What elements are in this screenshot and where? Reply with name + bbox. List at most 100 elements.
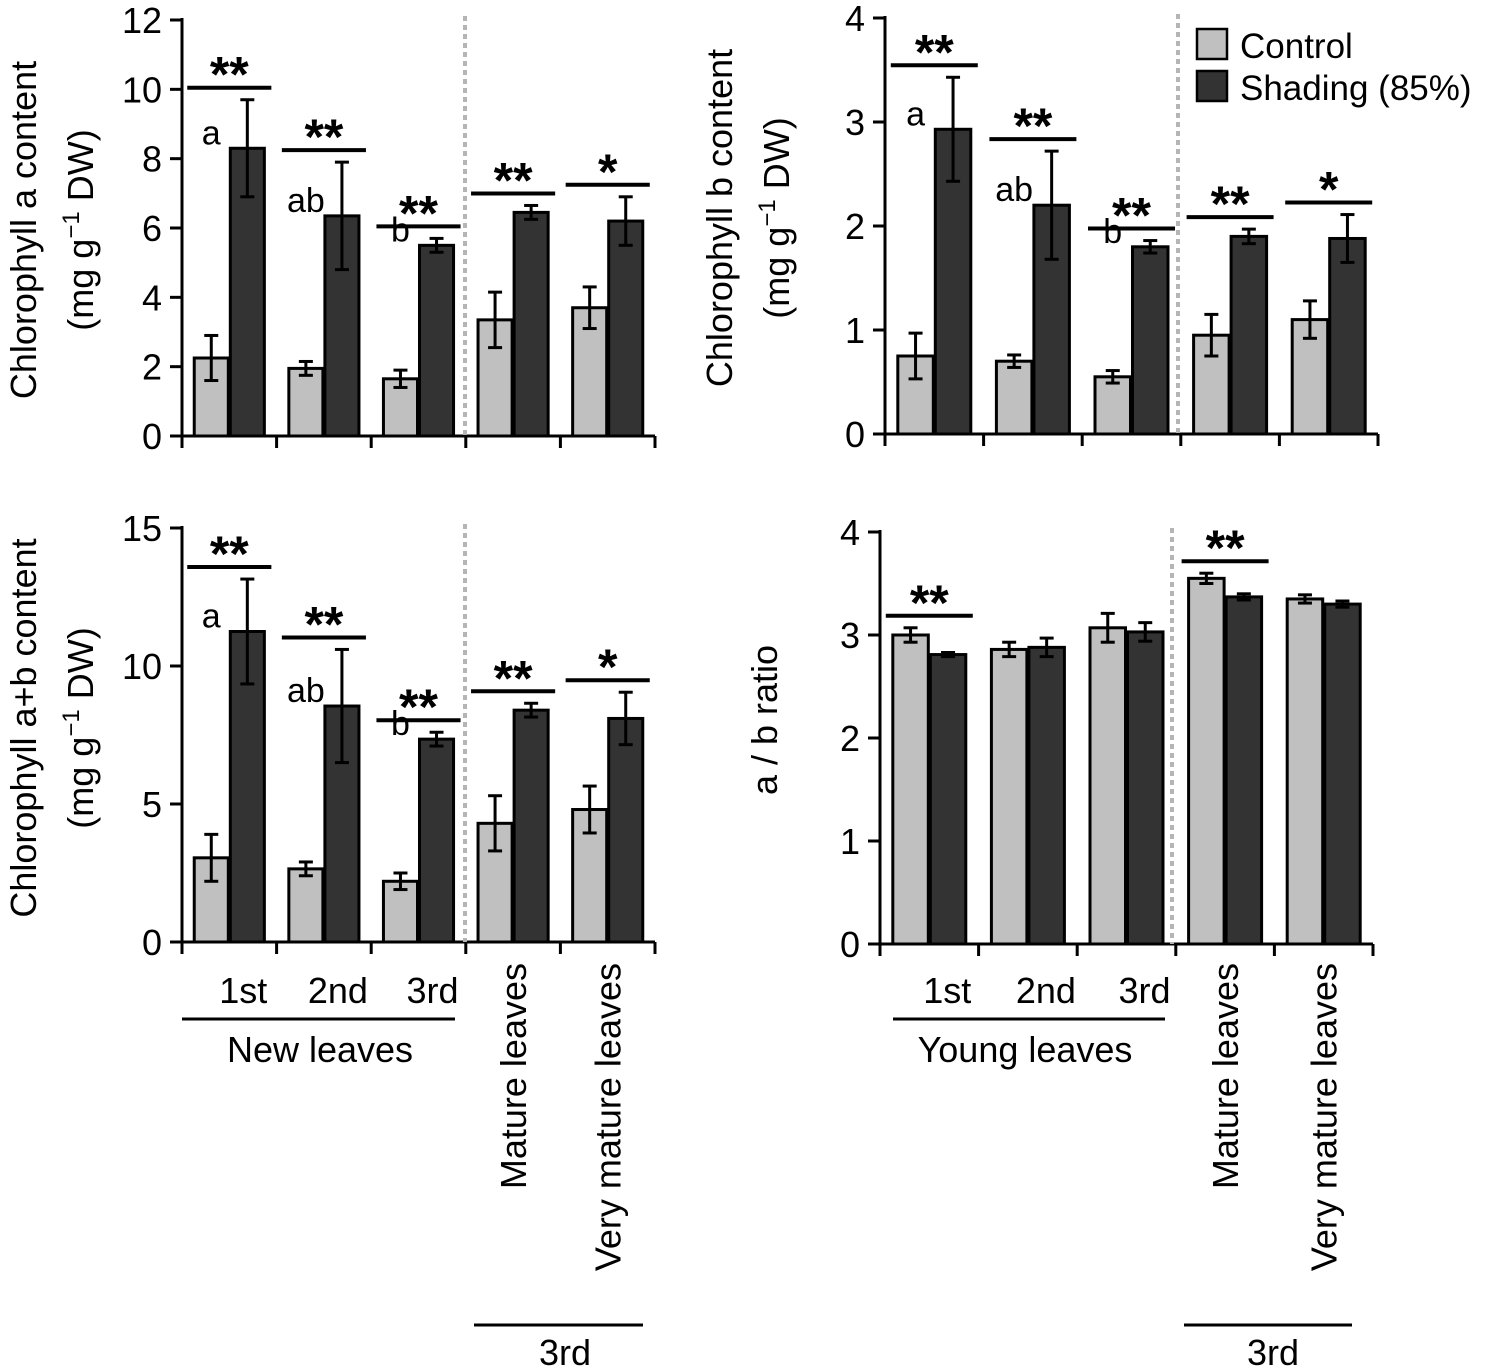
significance-stars: ** bbox=[1211, 176, 1250, 232]
y-tick-label: 0 bbox=[840, 924, 860, 965]
y-tick-label: 15 bbox=[122, 508, 162, 549]
bar-shading bbox=[512, 708, 550, 944]
panel-chlorophyll-ab: 0 5 10 15 Chlorophyll a+b content (mg g−1 DW)… bbox=[3, 508, 657, 963]
significance-letter: b bbox=[391, 211, 410, 249]
bar-shading bbox=[1224, 595, 1264, 946]
bar-shading bbox=[1131, 245, 1170, 436]
y-tick-label: 4 bbox=[142, 277, 162, 318]
y-tick-label: 10 bbox=[122, 69, 162, 110]
x-category-label: 2nd bbox=[308, 970, 368, 1011]
y-axis-label-unit-sup: −1 bbox=[754, 199, 781, 226]
y-tick-label: 5 bbox=[142, 784, 162, 825]
y-tick-label: 3 bbox=[845, 102, 865, 143]
y-tick-label: 1 bbox=[840, 821, 860, 862]
bar-shading bbox=[607, 219, 645, 438]
significance-letter: a bbox=[202, 598, 221, 636]
legend-shading-swatch bbox=[1195, 69, 1229, 103]
y-tick-label: 2 bbox=[845, 206, 865, 247]
bar-shading bbox=[928, 653, 968, 946]
bar-shading bbox=[607, 716, 645, 944]
y-axis-label-unit-sup: −1 bbox=[58, 709, 85, 736]
significance-letter: a bbox=[202, 114, 221, 152]
y-axis-label-unit-end: DW) bbox=[60, 129, 101, 211]
bar-shading bbox=[512, 210, 550, 438]
y-tick-label: 3 bbox=[840, 615, 860, 656]
x-category-label: 3rd bbox=[1118, 970, 1170, 1011]
y-axis-label: Chlorophyll b content (mg g−1 DW) bbox=[699, 49, 797, 387]
significance-letter: ab bbox=[995, 171, 1033, 209]
bar-control bbox=[287, 366, 325, 438]
y-axis-label-line1: Chlorophyll a+b content bbox=[3, 538, 44, 917]
bar-shading bbox=[1126, 630, 1165, 946]
significance-stars: * bbox=[598, 144, 618, 200]
y-tick-label: 4 bbox=[840, 512, 860, 553]
x-category-label: Very mature leaves bbox=[1304, 963, 1345, 1271]
significance-stars: ** bbox=[910, 575, 949, 631]
y-tick-label: 1 bbox=[845, 310, 865, 351]
panel-chlorophyll-b: 0 1 2 3 4 Chlorophyll b content (mg g−1 DW) a **… bbox=[699, 0, 1380, 455]
y-tick-label: 6 bbox=[142, 208, 162, 249]
y-tick-label: 10 bbox=[122, 646, 162, 687]
bar-shading bbox=[228, 146, 266, 438]
y-tick-label: 4 bbox=[845, 0, 865, 39]
y-axis-label-unit: (mg g bbox=[60, 239, 101, 331]
legend-control-swatch bbox=[1195, 27, 1229, 61]
x-category-label: Mature leaves bbox=[1205, 963, 1246, 1189]
bar-shading bbox=[1027, 645, 1066, 946]
panel-chlorophyll-a: 0 2 4 6 8 10 12 Chlorophyll a content (mg g−1 DW… bbox=[3, 0, 657, 457]
y-axis-label: a / b ratio bbox=[744, 645, 785, 795]
significance-stars: ** bbox=[399, 679, 438, 735]
y-axis-label-unit-end: DW) bbox=[60, 627, 101, 709]
x-category-label: Very mature leaves bbox=[588, 963, 629, 1271]
y-tick-label: 0 bbox=[845, 414, 865, 455]
bar-control bbox=[989, 647, 1029, 946]
y-axis-label: Chlorophyll a+b content (mg g−1 DW) bbox=[3, 538, 101, 917]
bar-shading bbox=[1328, 236, 1367, 436]
bar-control bbox=[994, 359, 1034, 436]
x-category-label: 1st bbox=[923, 970, 971, 1011]
y-axis-label-unit: (mg g bbox=[60, 737, 101, 829]
significance-stars: ** bbox=[494, 650, 533, 706]
x-category-label: 1st bbox=[219, 970, 267, 1011]
y-tick-label: 0 bbox=[142, 922, 162, 963]
x-category-labels: 1st 2nd 3rd Mature leaves Very mature leaves… bbox=[219, 963, 1344, 1271]
x-category-label: Mature leaves bbox=[493, 963, 534, 1189]
bar-control bbox=[1187, 576, 1226, 946]
panel-ab-ratio: 0 1 2 3 4 a / b ratio ** ** bbox=[744, 512, 1375, 965]
y-tick-label: 2 bbox=[142, 347, 162, 388]
y-axis-label-line1: Chlorophyll b content bbox=[699, 49, 740, 387]
x-category-label: 3rd bbox=[406, 970, 458, 1011]
y-axis-label-line1: a / b ratio bbox=[744, 645, 785, 795]
legend: Control Shading (85%) bbox=[1195, 27, 1472, 108]
y-axis-label-unit-end: DW) bbox=[756, 117, 797, 199]
y-axis-label: Chlorophyll a content (mg g−1 DW) bbox=[3, 61, 101, 399]
significance-stars: ** bbox=[494, 152, 533, 208]
y-axis-label-unit: (mg g bbox=[756, 227, 797, 319]
significance-letter: a bbox=[906, 95, 925, 133]
y-tick-label: 12 bbox=[122, 0, 162, 41]
bar-shading bbox=[1229, 234, 1269, 436]
significance-stars: ** bbox=[399, 185, 438, 241]
legend-control-label: Control bbox=[1240, 27, 1353, 66]
bar-control bbox=[1093, 375, 1133, 436]
bar-control bbox=[1285, 597, 1325, 946]
x-category-label: 2nd bbox=[1016, 970, 1076, 1011]
significance-stars: ** bbox=[210, 47, 249, 103]
group-label-young-leaves: Young leaves bbox=[918, 1029, 1133, 1070]
bar-shading bbox=[418, 737, 456, 944]
significance-stars: * bbox=[598, 639, 618, 695]
bar-control bbox=[287, 867, 325, 944]
significance-stars: ** bbox=[1013, 98, 1052, 154]
significance-letter: b bbox=[391, 705, 410, 743]
bar-control bbox=[1088, 626, 1128, 946]
legend-shading-label: Shading (85%) bbox=[1240, 69, 1472, 108]
bar-shading bbox=[418, 243, 456, 438]
significance-stars: ** bbox=[1112, 188, 1151, 244]
group-label-old-left: 3rd bbox=[539, 1332, 591, 1369]
significance-stars: ** bbox=[1206, 520, 1245, 576]
y-tick-label: 8 bbox=[142, 139, 162, 180]
group-label-new-leaves: New leaves bbox=[227, 1029, 413, 1070]
group-label-old-right: 3rd bbox=[1247, 1332, 1299, 1369]
significance-stars: ** bbox=[915, 24, 954, 80]
